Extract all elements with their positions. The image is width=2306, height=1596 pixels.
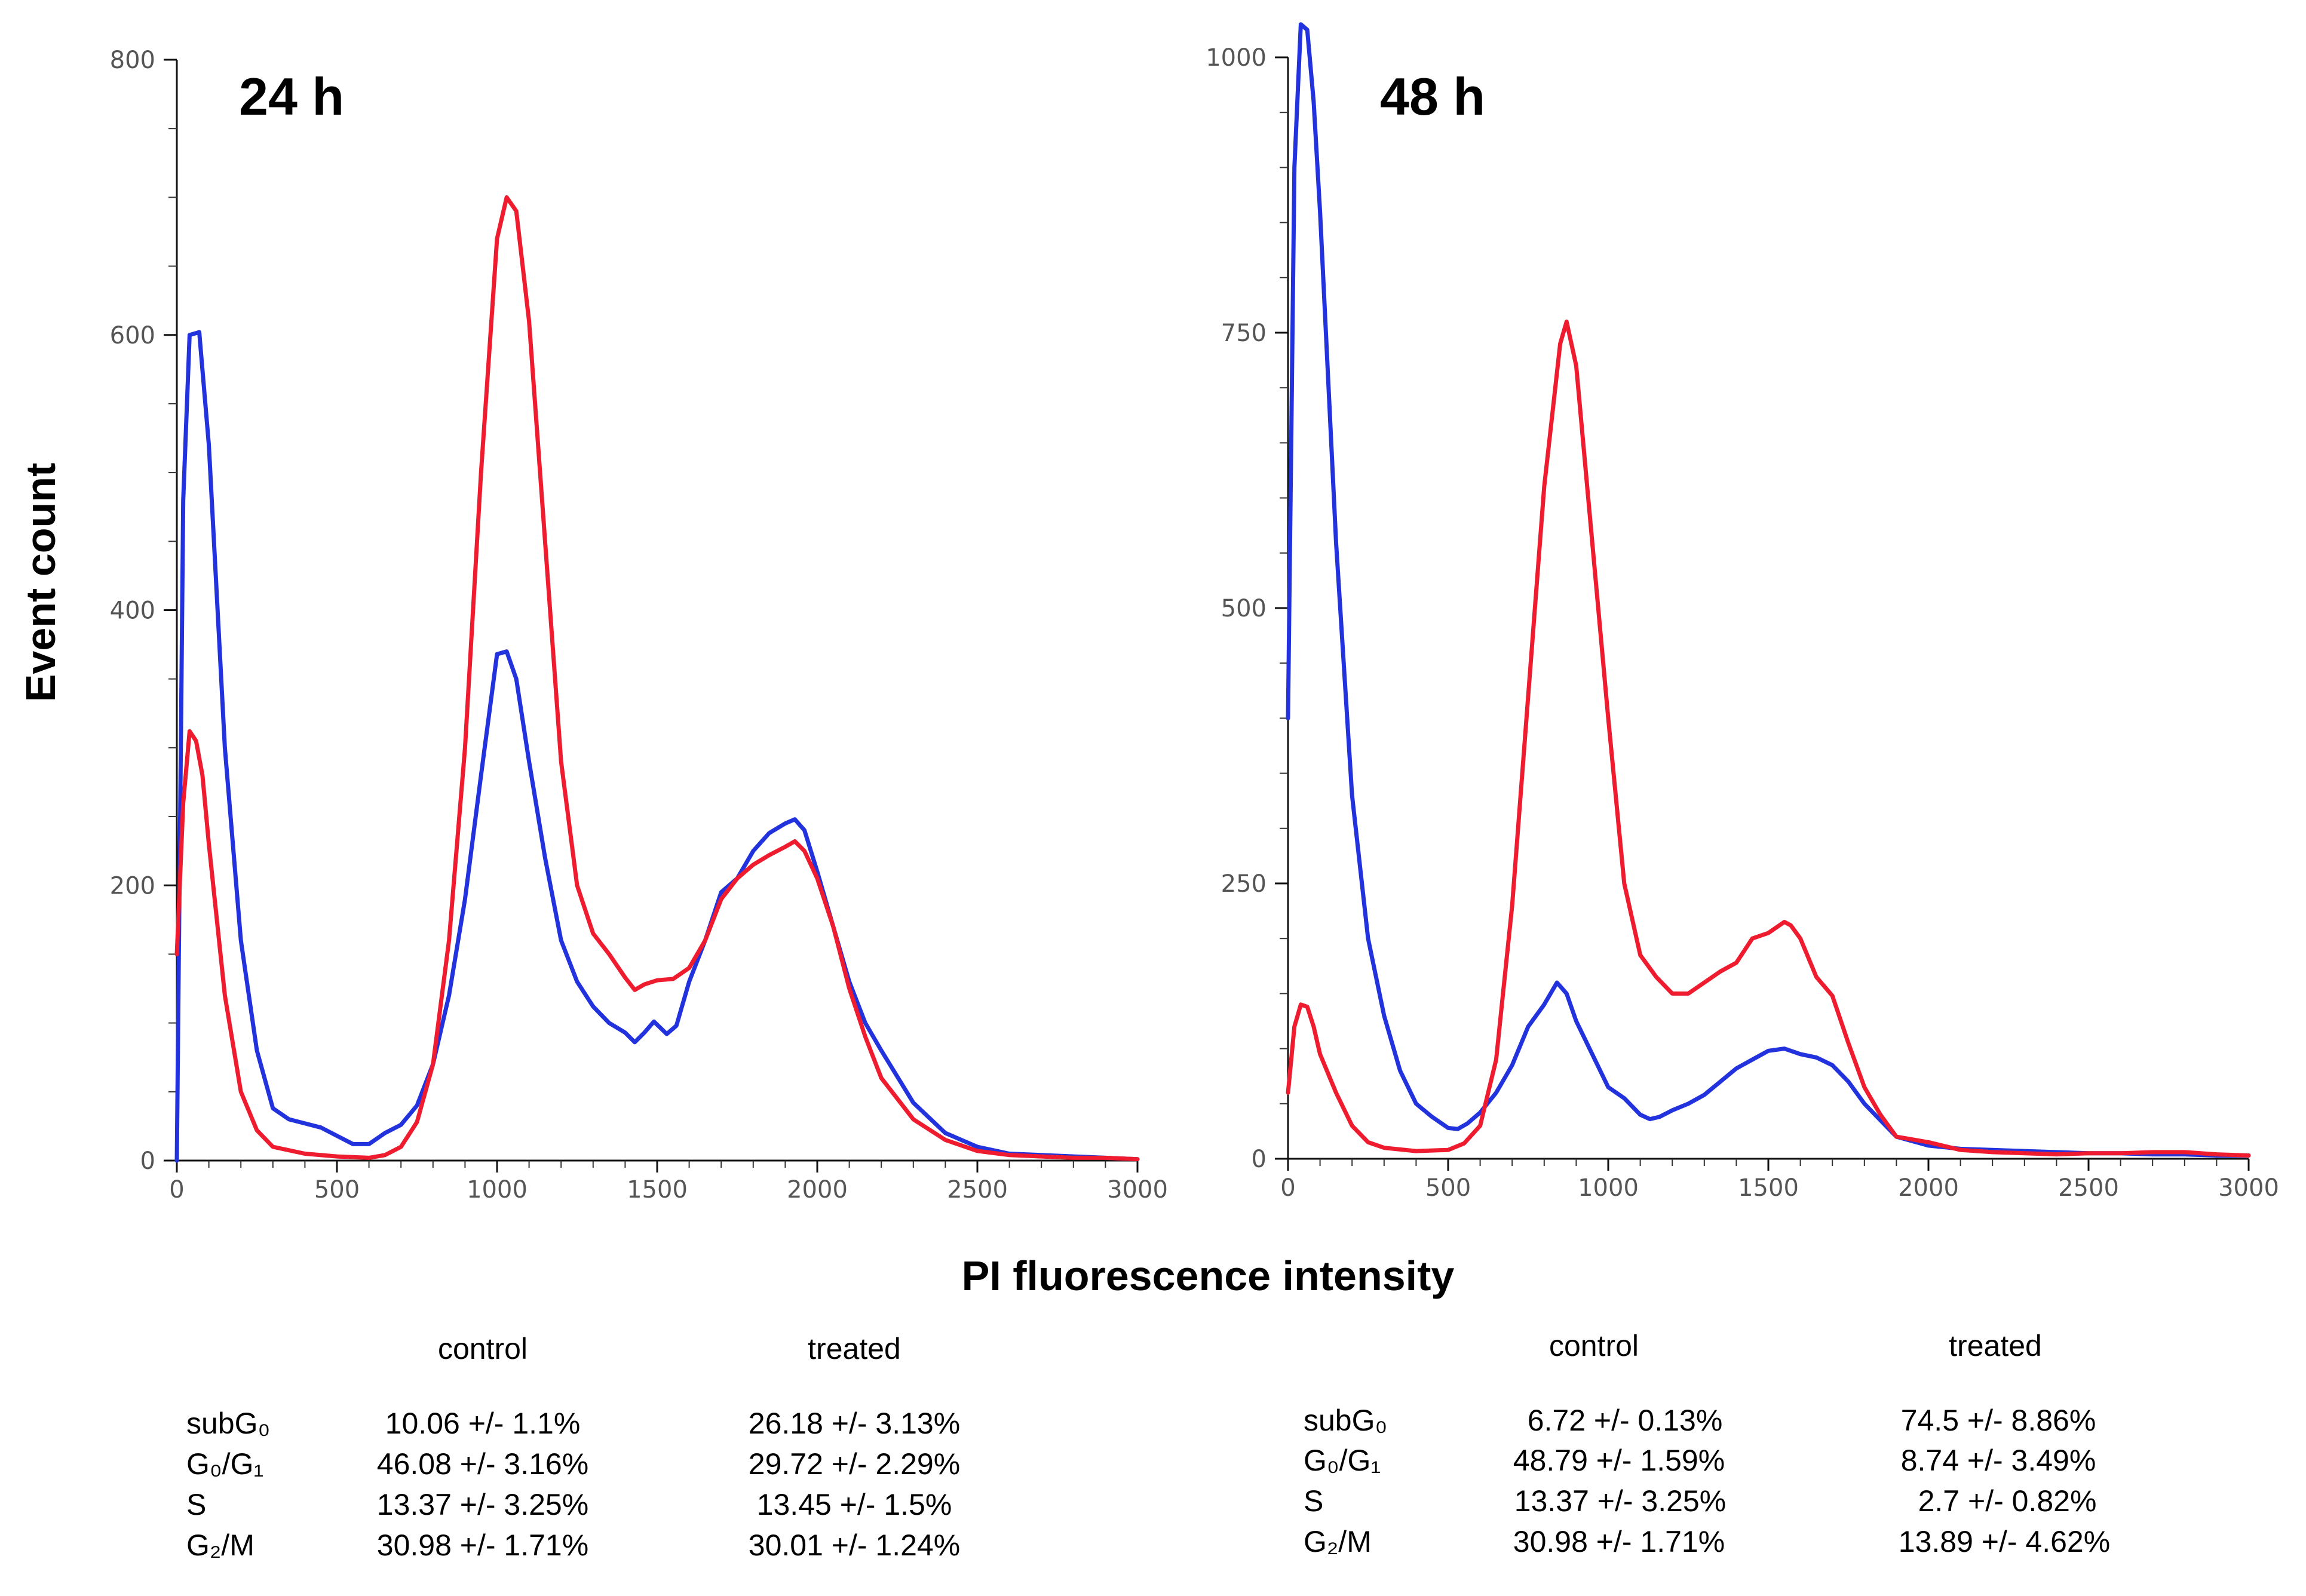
- table-header-control: control: [1549, 1329, 1639, 1362]
- phase-label: G₂/M: [1304, 1525, 1372, 1558]
- x-tick-label: 1500: [627, 1176, 688, 1204]
- series-line-control: [174, 330, 1140, 1163]
- panel-title-48h: 48 h: [1380, 67, 1485, 126]
- chart-48h: 48 h 0 250 500 750 1000 0 500 1000 1500 2000 2500 3…: [1206, 22, 2279, 1202]
- x-tick-label: 2000: [1898, 1174, 1959, 1202]
- y-tick-label: 600: [110, 322, 155, 349]
- table-header-treated: treated: [1949, 1329, 2042, 1362]
- phase-label: S: [186, 1488, 206, 1521]
- treated-value: 13.89 +/- 4.62%: [1899, 1525, 2110, 1558]
- series-line-treated: [1286, 320, 2251, 1158]
- series-line-treated: [174, 195, 1140, 1162]
- control-value: 13.37 +/- 3.25%: [377, 1488, 588, 1521]
- x-tick-label: 1000: [467, 1176, 528, 1204]
- y-tick-label: 0: [1252, 1146, 1267, 1173]
- y-tick-label: 200: [110, 872, 155, 900]
- treated-value: 26.18 +/- 3.13%: [749, 1407, 960, 1440]
- phase-label: G₂/M: [186, 1529, 254, 1562]
- treated-value: 29.72 +/- 2.29%: [749, 1447, 960, 1481]
- series-layer-48h: [1286, 22, 2251, 1158]
- control-value: 13.37 +/- 3.25%: [1514, 1484, 1726, 1518]
- x-tick-label: 2500: [947, 1176, 1008, 1204]
- y-tick-label: 0: [140, 1147, 155, 1175]
- y-tick-label: 400: [110, 597, 155, 625]
- control-value: 6.72 +/- 0.13%: [1528, 1404, 1723, 1437]
- control-value: 48.79 +/- 1.59%: [1513, 1444, 1725, 1477]
- y-tick-label: 500: [1221, 595, 1267, 622]
- treated-value: 30.01 +/- 1.24%: [749, 1529, 960, 1562]
- treated-value: 8.74 +/- 3.49%: [1901, 1444, 2096, 1477]
- x-axis-title: PI fluorescence intensity: [962, 1253, 1455, 1299]
- x-tick-label: 1000: [1578, 1174, 1639, 1202]
- series-layer-24h: [174, 195, 1140, 1163]
- x-tick-label: 3000: [2218, 1174, 2279, 1202]
- y-tick-label: 250: [1221, 870, 1267, 898]
- table-header-control: control: [438, 1332, 528, 1365]
- stats-table-24h: control treated subG₀ 10.06 +/- 1.1% 26.…: [186, 1332, 960, 1562]
- chart-24h: 24 h 0 200 400 600 800 0 500 1000 1500 2000 2500 30…: [110, 47, 1168, 1204]
- x-tick-label: 0: [1280, 1174, 1295, 1202]
- x-tick-label: 0: [169, 1176, 184, 1204]
- y-axis-title: Event count: [17, 463, 64, 702]
- axes-48h: 0 250 500 750 1000 0 500 1000 1500 2000 2500 3000: [1206, 44, 2279, 1202]
- treated-value: 13.45 +/- 1.5%: [757, 1488, 952, 1521]
- panel-title-24h: 24 h: [239, 67, 344, 126]
- control-value: 30.98 +/- 1.71%: [1513, 1525, 1725, 1558]
- x-tick-label: 1500: [1738, 1174, 1799, 1202]
- x-tick-label: 2500: [2058, 1174, 2119, 1202]
- x-tick-label: 3000: [1107, 1176, 1168, 1204]
- phase-label: S: [1304, 1484, 1323, 1518]
- series-line-control: [1286, 22, 2251, 1158]
- y-tick-label: 800: [110, 47, 155, 74]
- control-value: 46.08 +/- 3.16%: [377, 1447, 588, 1481]
- phase-label: G₀/G₁: [1304, 1444, 1381, 1477]
- x-tick-label: 2000: [787, 1176, 848, 1204]
- phase-label: subG₀: [186, 1407, 270, 1440]
- phase-label: G₀/G₁: [186, 1447, 263, 1481]
- y-tick-label: 1000: [1206, 44, 1267, 72]
- stats-table-48h: control treated subG₀ 6.72 +/- 0.13% 74.…: [1304, 1329, 2110, 1558]
- x-tick-label: 500: [1425, 1174, 1471, 1202]
- x-tick-label: 500: [314, 1176, 360, 1204]
- axes-24h: 0 200 400 600 800 0 500 1000 1500 2000 2500 3000: [110, 47, 1168, 1204]
- y-tick-label: 750: [1221, 320, 1267, 347]
- control-value: 30.98 +/- 1.71%: [377, 1529, 588, 1562]
- control-value: 10.06 +/- 1.1%: [385, 1407, 581, 1440]
- table-header-treated: treated: [808, 1332, 901, 1365]
- phase-label: subG₀: [1304, 1404, 1387, 1437]
- treated-value: 2.7 +/- 0.82%: [1918, 1484, 2097, 1518]
- treated-value: 74.5 +/- 8.86%: [1901, 1404, 2096, 1437]
